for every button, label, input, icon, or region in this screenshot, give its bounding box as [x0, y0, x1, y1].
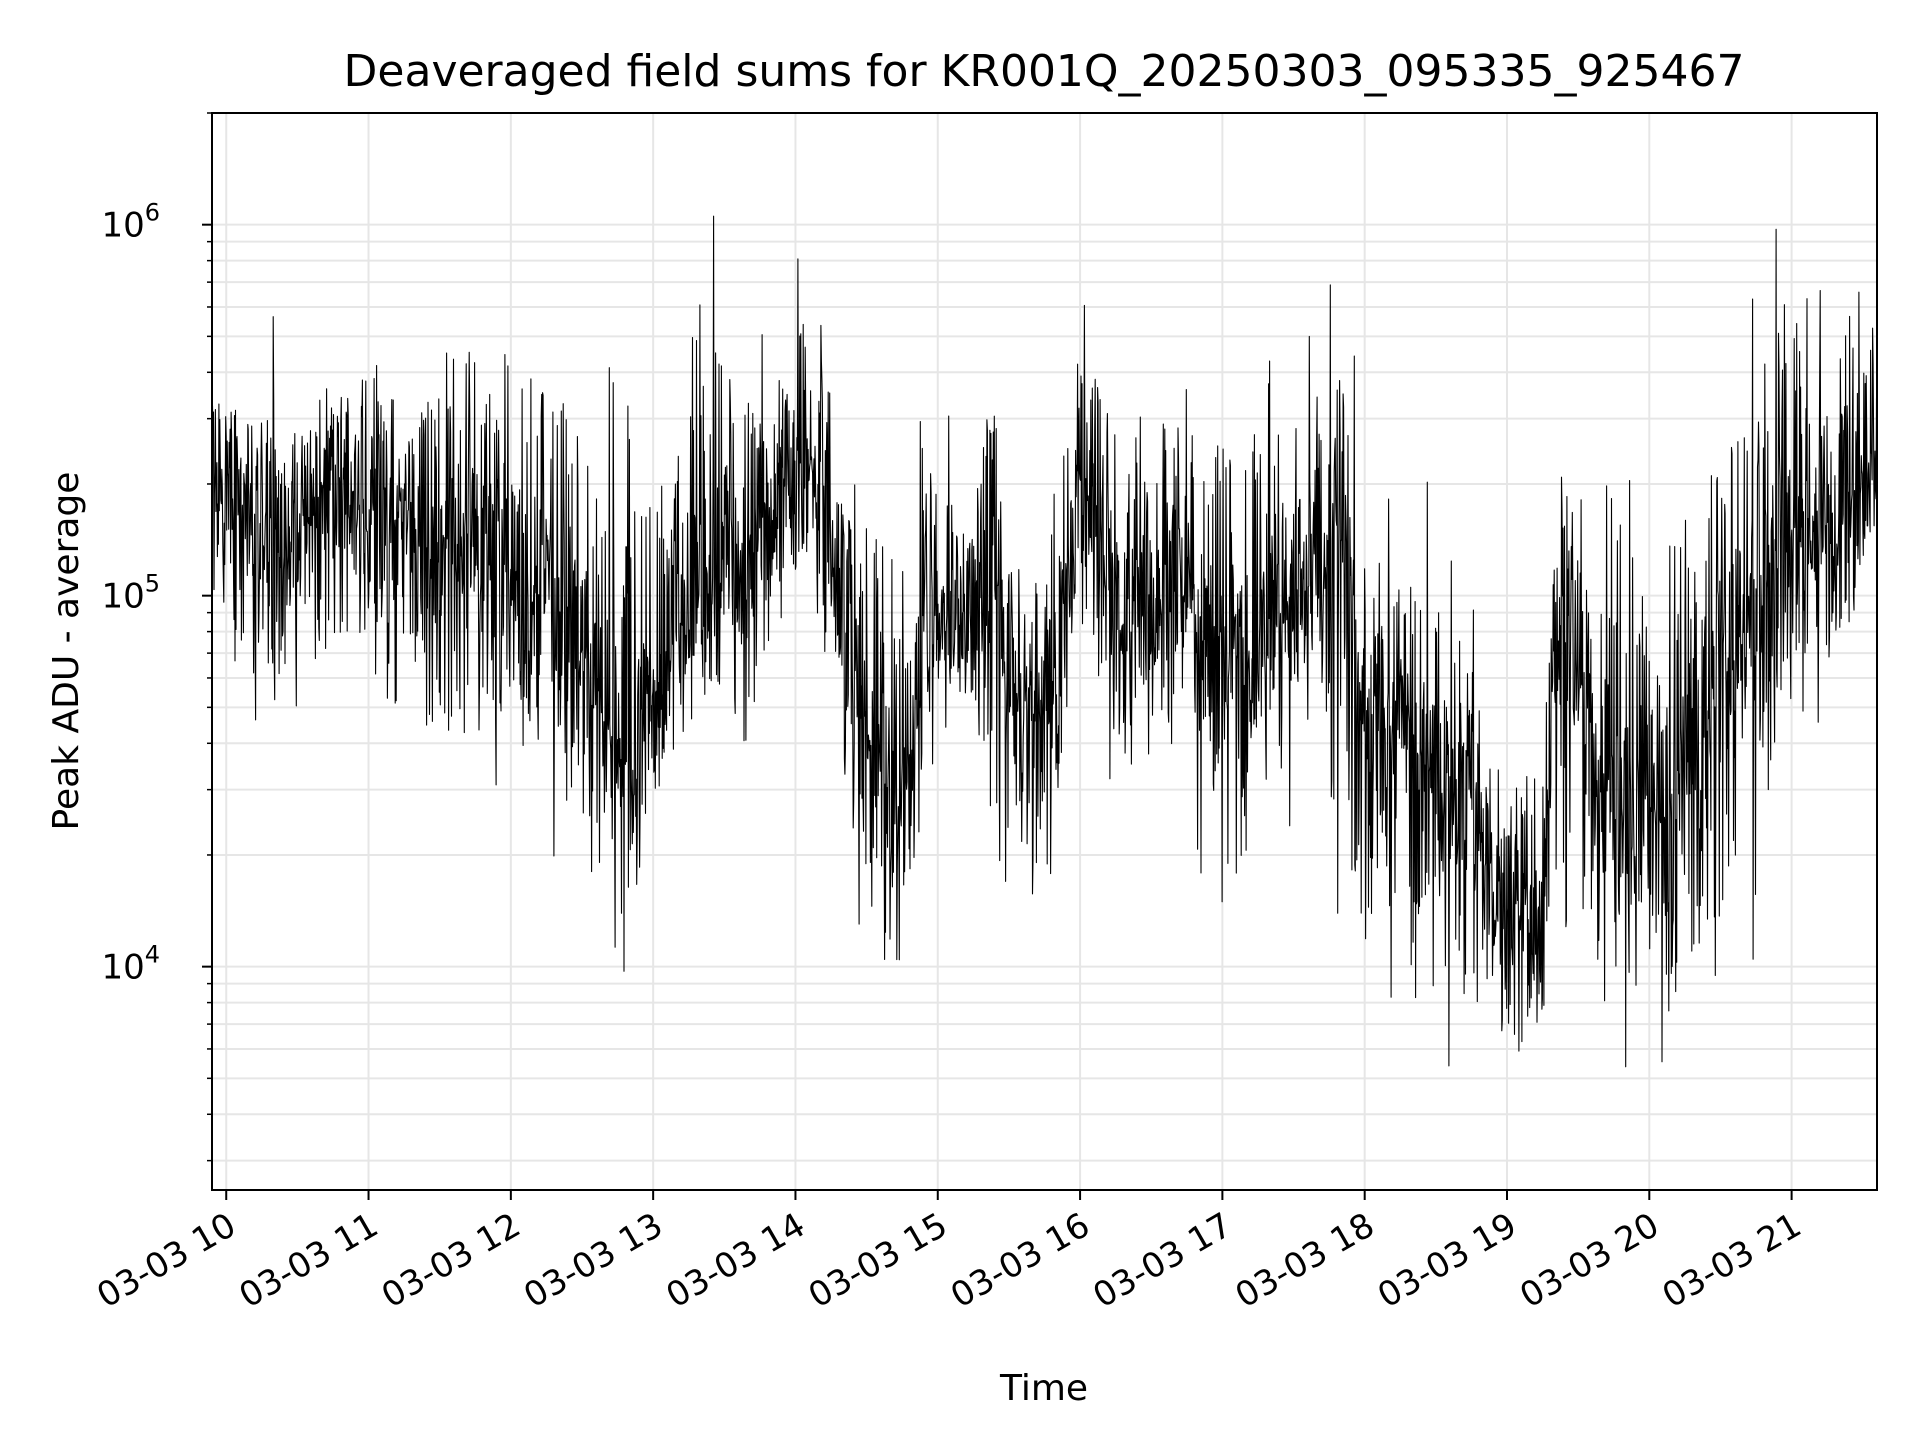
series-path [211, 215, 1878, 1068]
chart-title: Deaveraged field sums for KR001Q_2025030… [344, 46, 1745, 97]
x-axis-label: Time [999, 1368, 1088, 1409]
y-axis-label: Peak ADU - average [46, 472, 87, 831]
y-tick-label: 104 [101, 941, 160, 988]
y-tick-label: 105 [101, 570, 160, 617]
series-line [211, 215, 1878, 1068]
y-tick-label: 106 [101, 199, 160, 246]
plot-frame [211, 112, 1878, 1191]
y-axis: 104 105 106 [101, 112, 212, 1162]
